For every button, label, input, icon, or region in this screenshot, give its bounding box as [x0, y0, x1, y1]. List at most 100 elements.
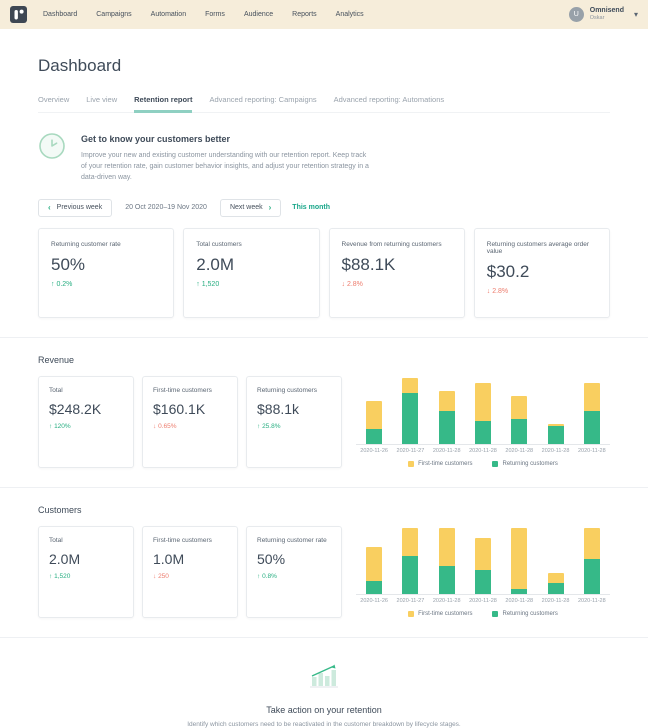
- x-axis-label: 2020-11-28: [505, 447, 534, 454]
- stacked-bar[interactable]: [511, 395, 528, 444]
- account-menu[interactable]: U Omnisend Oskar ▾: [568, 6, 638, 23]
- delta-value: 2.8%: [492, 287, 509, 295]
- revenue-card-first-time: First-time customers $160.1K ↓ 0.65%: [142, 375, 238, 468]
- tab-overview[interactable]: Overview: [38, 95, 70, 104]
- bar-segment-first-time: [438, 527, 455, 566]
- stacked-bar[interactable]: [366, 400, 383, 444]
- banner-title: Get to know your customers better: [81, 134, 231, 144]
- x-axis-label: 2020-11-27: [396, 447, 425, 454]
- nav-item-campaigns[interactable]: Campaigns: [96, 11, 132, 18]
- bar-segment-returning: [583, 558, 600, 594]
- tab-retention-report[interactable]: Retention report: [134, 95, 193, 113]
- x-axis-label: 2020-11-26: [360, 447, 388, 454]
- stacked-bar[interactable]: [583, 382, 600, 444]
- revenue-chart-x-axis: 2020-11-26 2020-11-27 2020-11-28 2020-11-28…: [356, 448, 610, 454]
- customers-section-title: Customers: [38, 504, 82, 515]
- chevron-right-icon: ›: [268, 202, 272, 212]
- customers-chart: 2020-11-26 2020-11-27 2020-11-28 2020-11-28…: [356, 526, 610, 618]
- stat-value: 1.0M: [153, 550, 185, 567]
- bar-segment-returning: [366, 428, 383, 444]
- x-axis-label: 2020-11-28: [541, 447, 570, 454]
- nav-item-analytics[interactable]: Analytics: [335, 11, 364, 18]
- this-month-link[interactable]: This month: [292, 204, 331, 212]
- delta-value: 250: [158, 572, 169, 580]
- customers-cards: Total 2.0M ↑ 1,520 First-time customers …: [38, 525, 342, 618]
- stat-delta: ↓ 2.8%: [342, 281, 452, 288]
- stat-delta: ↑ 25.8%: [257, 423, 331, 430]
- account-name: Omnisend: [589, 6, 624, 14]
- stat-card-revenue-returning: Revenue from returning customers $88.1K …: [328, 227, 465, 318]
- tab-live-view[interactable]: Live view: [86, 95, 118, 104]
- x-axis-label: 2020-11-28: [469, 597, 497, 604]
- revenue-cards: Total $248.2K ↑ 120% First-time customer…: [38, 375, 342, 468]
- cta-description: Identify which customers need to be reac…: [187, 720, 461, 728]
- stacked-bar[interactable]: [511, 527, 528, 594]
- stat-label: First-time customers: [153, 386, 212, 394]
- nav-item-forms[interactable]: Forms: [205, 11, 225, 18]
- x-axis-label: 2020-11-28: [505, 597, 534, 604]
- cta-title: Take action on your retention: [266, 704, 382, 715]
- nav-item-automation[interactable]: Automation: [150, 11, 187, 18]
- omnisend-logo-icon[interactable]: [10, 6, 27, 23]
- stacked-bar[interactable]: [474, 537, 491, 594]
- stat-delta: ↓ 0.65%: [153, 423, 227, 430]
- bar-slot: [392, 527, 428, 594]
- x-axis-label: 2020-11-28: [577, 447, 606, 454]
- bar-segment-returning: [438, 410, 455, 444]
- account-subname: Oskar: [589, 15, 605, 22]
- stat-label: Revenue from returning customers: [341, 240, 442, 248]
- intro-banner: Get to know your customers better Improv…: [38, 129, 610, 184]
- bar-slot: [501, 395, 537, 444]
- bar-segment-returning: [547, 425, 564, 444]
- x-axis-label: 2020-11-28: [541, 597, 570, 604]
- previous-week-button[interactable]: ‹ Previous week: [38, 198, 113, 217]
- customers-chart-legend: First-time customers Returning customers: [356, 610, 610, 617]
- bar-segment-first-time: [366, 400, 383, 429]
- delta-value: 2.8%: [346, 280, 363, 288]
- tab-advanced-reporting-campaigns[interactable]: Advanced reporting: Campaigns: [209, 95, 317, 104]
- main-menu: Dashboard Campaigns Automation Forms Aud…: [43, 11, 364, 18]
- stacked-bar[interactable]: [438, 527, 455, 594]
- bar-slot: [392, 377, 428, 444]
- stacked-bar[interactable]: [583, 527, 600, 594]
- bar-segment-returning: [583, 410, 600, 444]
- bar-segment-first-time: [474, 382, 491, 421]
- stacked-bar[interactable]: [474, 382, 491, 444]
- chevron-down-icon[interactable]: ▾: [633, 10, 638, 19]
- stacked-bar[interactable]: [547, 423, 564, 444]
- revenue-chart: 2020-11-26 2020-11-27 2020-11-28 2020-11-28…: [356, 376, 610, 468]
- stat-value: $88.1k: [257, 400, 300, 417]
- delta-value: 1,520: [201, 280, 220, 288]
- stacked-bar[interactable]: [547, 572, 564, 594]
- bar-segment-returning: [511, 588, 528, 594]
- stat-card-total-customers: Total customers 2.0M ↑ 1,520: [183, 227, 320, 318]
- date-range-text: 20 Oct 2020–19 Nov 2020: [125, 204, 207, 212]
- stat-label: Returning customers average order value: [486, 240, 589, 255]
- clock-icon: [38, 132, 66, 184]
- delta-value: 1,520: [54, 572, 71, 580]
- nav-item-reports[interactable]: Reports: [292, 11, 317, 18]
- bar-slot: [574, 527, 610, 594]
- trend-chart-icon: [306, 664, 342, 694]
- stat-value: 2.0M: [49, 550, 81, 567]
- stacked-bar[interactable]: [402, 527, 419, 594]
- x-axis-label: 2020-11-28: [432, 597, 461, 604]
- stacked-bar[interactable]: [366, 546, 383, 594]
- stat-label: Total: [49, 536, 63, 544]
- nav-item-audience[interactable]: Audience: [243, 11, 274, 18]
- stat-delta: ↑ 120%: [49, 423, 123, 430]
- nav-item-dashboard[interactable]: Dashboard: [43, 11, 78, 18]
- tab-advanced-reporting-automations[interactable]: Advanced reporting: Automations: [333, 95, 445, 104]
- bar-segment-returning: [402, 392, 419, 444]
- legend-item: First-time customers: [408, 460, 472, 467]
- delta-value: 0.2%: [56, 280, 73, 288]
- stacked-bar[interactable]: [402, 377, 419, 444]
- stacked-bar[interactable]: [438, 390, 455, 444]
- section-divider: [0, 486, 648, 488]
- legend-item: Returning customers: [492, 460, 558, 467]
- next-week-button[interactable]: Next week ›: [219, 198, 282, 217]
- stat-value: $30.2: [486, 261, 530, 281]
- stat-value: $248.2K: [49, 400, 102, 417]
- bar-segment-first-time: [474, 537, 491, 570]
- x-axis-label: 2020-11-28: [432, 447, 461, 454]
